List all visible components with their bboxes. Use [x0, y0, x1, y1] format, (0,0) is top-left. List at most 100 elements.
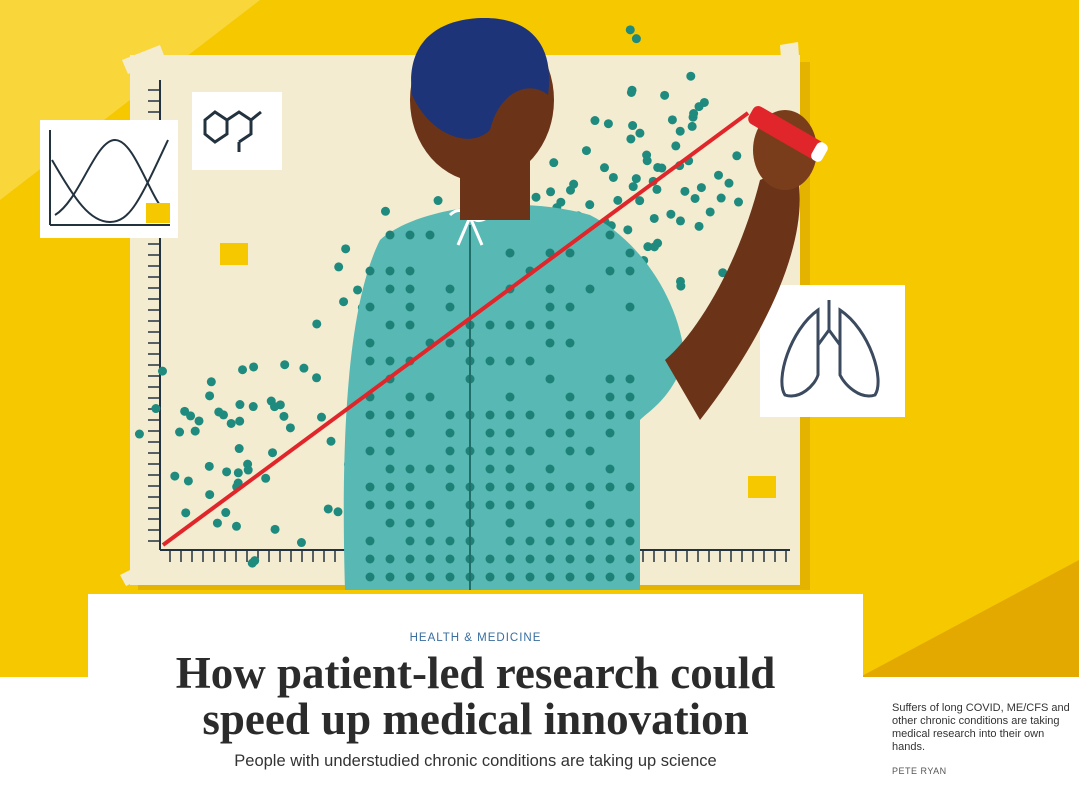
dot: [365, 500, 375, 510]
dot: [247, 558, 257, 568]
dot: [605, 518, 615, 528]
dot: [485, 356, 495, 366]
dot: [545, 536, 555, 546]
curves: [49, 130, 170, 226]
dot: [194, 416, 204, 426]
dot: [226, 418, 236, 428]
dot: [485, 482, 495, 492]
dot: [505, 248, 515, 258]
dot: [445, 464, 455, 474]
dot: [585, 200, 595, 210]
dot: [405, 428, 415, 438]
shadow: [860, 560, 1079, 677]
dot: [605, 374, 615, 384]
dot: [585, 482, 595, 492]
dot: [590, 116, 600, 126]
headline-card: HEALTH & MEDICINE How patient-led resear…: [88, 594, 863, 790]
sticky-note: [220, 243, 248, 265]
dot: [385, 482, 395, 492]
hair: [411, 18, 550, 139]
dot: [718, 268, 728, 278]
dot: [365, 446, 375, 456]
dot: [505, 536, 515, 546]
dot: [445, 338, 455, 348]
dot: [445, 410, 455, 420]
dot: [505, 464, 515, 474]
headline[interactable]: How patient-led research could speed up …: [175, 648, 776, 744]
arm: [665, 165, 800, 420]
dot: [525, 554, 535, 564]
dot: [134, 429, 144, 439]
dot: [268, 448, 278, 458]
dot: [649, 242, 659, 252]
section-label[interactable]: HEALTH & MEDICINE: [409, 632, 542, 644]
dot: [214, 407, 224, 417]
dot: [485, 428, 495, 438]
dot: [312, 319, 322, 329]
dot: [625, 554, 635, 564]
dot: [365, 572, 375, 582]
dot: [605, 266, 615, 276]
dot: [585, 284, 595, 294]
dot: [175, 427, 185, 437]
dot: [625, 536, 635, 546]
dot: [405, 464, 415, 474]
dot: [545, 320, 555, 330]
dot: [405, 410, 415, 420]
dot: [190, 426, 200, 436]
sticky-lungs: [760, 285, 905, 417]
dot: [545, 554, 555, 564]
dot: [605, 410, 615, 420]
dot: [385, 230, 395, 240]
dot: [545, 338, 555, 348]
dot: [605, 428, 615, 438]
dot: [365, 410, 375, 420]
dot: [734, 197, 744, 207]
dot: [625, 25, 635, 35]
dot: [234, 444, 244, 454]
dot: [341, 244, 351, 254]
dot: [157, 366, 167, 376]
dot: [565, 518, 575, 528]
dot: [485, 500, 495, 510]
dot: [261, 473, 271, 483]
dot: [405, 302, 415, 312]
tape: [122, 45, 165, 74]
dot: [724, 178, 734, 188]
dot: [433, 196, 443, 206]
dot: [505, 500, 515, 510]
dot: [233, 468, 243, 478]
dot: [365, 482, 375, 492]
dot: [206, 377, 216, 387]
dot: [545, 482, 555, 492]
dot: [425, 536, 435, 546]
dot: [385, 266, 395, 276]
dot: [385, 464, 395, 474]
dot: [565, 428, 575, 438]
dot: [676, 281, 686, 291]
dot: [186, 411, 196, 421]
dot: [151, 404, 161, 414]
dot: [212, 518, 222, 528]
dot: [631, 174, 641, 184]
dot: [603, 119, 613, 129]
dot: [505, 356, 515, 366]
dot: [248, 402, 258, 412]
dot: [425, 554, 435, 564]
dot: [657, 163, 667, 173]
dot: [333, 507, 343, 517]
dot: [445, 302, 455, 312]
dot: [445, 446, 455, 456]
dot: [243, 465, 253, 475]
dot: [680, 186, 690, 196]
dot: [545, 572, 555, 582]
dot: [205, 490, 215, 500]
dot: [380, 206, 390, 216]
dot: [599, 163, 609, 173]
tape: [780, 42, 800, 72]
dot: [565, 302, 575, 312]
dot: [625, 248, 635, 258]
dot: [628, 121, 638, 131]
dot: [221, 508, 231, 518]
dot: [405, 482, 415, 492]
